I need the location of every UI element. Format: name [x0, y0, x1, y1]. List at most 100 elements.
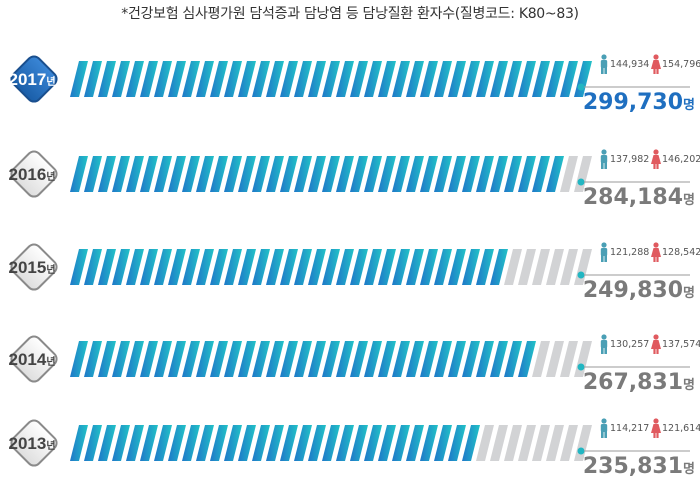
- connector-dot: [577, 271, 585, 279]
- bar-stripe: [140, 425, 158, 461]
- bar-stripe: [518, 156, 536, 192]
- bar-stripe: [308, 249, 326, 285]
- bar-stripe: [252, 61, 270, 97]
- bar-stripe: [420, 341, 438, 377]
- bar-stripe: [70, 61, 88, 97]
- bar-stripe: [98, 341, 116, 377]
- bar-stripe: [126, 61, 144, 97]
- bar-stripe: [560, 425, 578, 461]
- bar-stripe: [98, 156, 116, 192]
- bar-stripe: [84, 341, 102, 377]
- bar-stripe: [546, 61, 564, 97]
- bar-stripe: [154, 425, 172, 461]
- bar-stripe: [504, 341, 522, 377]
- bar-stripe: [406, 341, 424, 377]
- bar-stripe: [84, 425, 102, 461]
- bar-stripe: [546, 341, 564, 377]
- bar-stripe: [448, 156, 466, 192]
- bar-stripe: [518, 341, 536, 377]
- bar-stripe: [266, 156, 284, 192]
- bar-stripe: [462, 249, 480, 285]
- year-label: 2016년: [8, 165, 55, 184]
- bar-stripe: [560, 61, 578, 97]
- bar-stripe: [490, 156, 508, 192]
- total-value: 235,831명: [583, 454, 695, 479]
- bar-stripe: [112, 425, 130, 461]
- year-label: 2015년: [8, 258, 55, 277]
- bar-stripe: [224, 156, 242, 192]
- bar-stripe: [294, 61, 312, 97]
- bar-stripe: [518, 249, 536, 285]
- bar-row-2017: 2017년 144,934 154,796 299,730명: [8, 54, 700, 115]
- bar-stripe: [378, 341, 396, 377]
- bar-stripe: [322, 156, 340, 192]
- bar-stripe: [462, 156, 480, 192]
- bar-stripe: [140, 249, 158, 285]
- bar-stripe: [70, 425, 88, 461]
- bar-stripe: [448, 341, 466, 377]
- bar-stripe: [350, 341, 368, 377]
- bar-stripe: [476, 425, 494, 461]
- bar-stripe: [266, 249, 284, 285]
- bar-stripe: [434, 61, 452, 97]
- female-icon: [651, 149, 661, 169]
- bar-stripe: [126, 249, 144, 285]
- bar-stripe: [420, 156, 438, 192]
- female-count: 146,202: [662, 154, 700, 165]
- bar-stripe: [490, 341, 508, 377]
- bar-stripe: [560, 341, 578, 377]
- bar-row-2014: 2014년 130,257 137,574 267,831명: [8, 334, 700, 395]
- bar-stripe: [84, 249, 102, 285]
- bar-stripe: [126, 156, 144, 192]
- male-count: 144,934: [610, 59, 649, 70]
- bar-stripe: [238, 249, 256, 285]
- female-icon: [651, 418, 661, 438]
- bar-stripe: [476, 156, 494, 192]
- bar-stripe: [448, 425, 466, 461]
- bar-stripe: [392, 61, 410, 97]
- bar-stripe: [224, 249, 242, 285]
- bar-stripe: [462, 425, 480, 461]
- bar-stripe: [252, 156, 270, 192]
- bar-stripe: [294, 156, 312, 192]
- bar-stripe: [266, 425, 284, 461]
- bar-stripe: [546, 425, 564, 461]
- bar-stripe: [476, 61, 494, 97]
- bar-stripe: [266, 341, 284, 377]
- bar-stripe: [420, 61, 438, 97]
- bar-stripe: [350, 249, 368, 285]
- male-icon: [600, 334, 608, 354]
- connector-dot: [577, 363, 585, 371]
- female-icon: [651, 54, 661, 74]
- bar-stripe: [490, 61, 508, 97]
- connector-dot: [577, 447, 585, 455]
- bar-stripe: [70, 156, 88, 192]
- bar-stripe: [434, 156, 452, 192]
- bar-stripe: [196, 61, 214, 97]
- bar-stripe: [406, 156, 424, 192]
- bar-stripe: [322, 61, 340, 97]
- bar-stripe: [364, 341, 382, 377]
- bar-stripe: [336, 341, 354, 377]
- female-count: 154,796: [662, 59, 700, 70]
- bar-stripe: [308, 425, 326, 461]
- bar-stripe: [98, 61, 116, 97]
- bar-stripe: [448, 61, 466, 97]
- bar-stripe: [532, 341, 550, 377]
- bar-stripe: [364, 156, 382, 192]
- bar-stripe: [336, 249, 354, 285]
- bar-stripe: [322, 341, 340, 377]
- female-count: 121,614: [662, 423, 700, 434]
- bar-stripe: [196, 249, 214, 285]
- bar-stripe: [434, 341, 452, 377]
- total-value: 284,184명: [583, 185, 695, 210]
- bar-stripe: [182, 61, 200, 97]
- total-value: 267,831명: [583, 370, 695, 395]
- bar-stripe: [280, 341, 298, 377]
- year-label: 2013년: [8, 434, 55, 453]
- bar-stripe: [490, 425, 508, 461]
- bar-stripe: [112, 61, 130, 97]
- year-badge-2016: [10, 150, 58, 198]
- bar-stripe: [532, 249, 550, 285]
- bar-stripe: [182, 156, 200, 192]
